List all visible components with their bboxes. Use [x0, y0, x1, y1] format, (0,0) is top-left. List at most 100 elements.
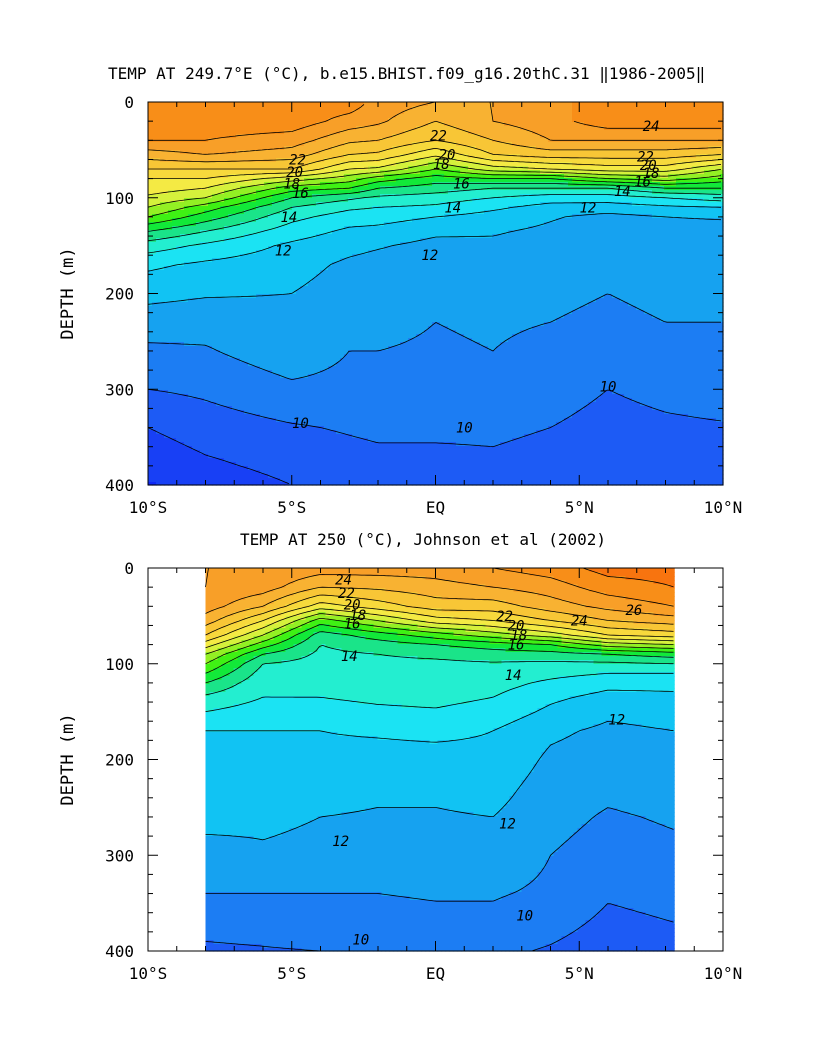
field-cell	[212, 126, 217, 131]
field-cell	[324, 350, 329, 355]
field-cell	[180, 166, 185, 171]
field-cell	[300, 470, 305, 475]
field-cell	[268, 134, 273, 139]
field-cell	[296, 246, 301, 251]
field-cell	[308, 206, 313, 211]
field-cell	[328, 370, 333, 375]
field-cell	[152, 354, 157, 359]
field-cell	[248, 126, 253, 131]
field-cell	[192, 238, 197, 243]
field-cell	[156, 214, 161, 219]
field-cell	[176, 350, 181, 355]
field-cell	[176, 102, 181, 107]
field-cell	[308, 198, 313, 203]
field-cell	[196, 158, 201, 163]
field-cell	[160, 238, 165, 243]
field-cell	[196, 302, 201, 307]
field-cell	[280, 350, 285, 355]
field-cell	[168, 422, 173, 427]
field-cell	[220, 382, 225, 387]
field-cell	[324, 142, 329, 147]
field-cell	[252, 366, 257, 371]
field-cell	[336, 262, 341, 267]
field-cell	[288, 286, 293, 291]
field-cell	[352, 106, 357, 111]
field-cell	[216, 122, 221, 127]
field-cell	[332, 226, 337, 231]
field-cell	[216, 410, 221, 415]
field-cell	[232, 394, 237, 399]
field-cell	[256, 178, 261, 183]
field-cell	[156, 458, 161, 463]
field-cell	[284, 274, 289, 279]
field-cell	[156, 398, 161, 403]
field-cell	[180, 334, 185, 339]
field-cell	[276, 242, 281, 247]
field-cell	[236, 358, 241, 363]
field-cell	[236, 278, 241, 283]
field-cell	[324, 298, 329, 303]
field-cell	[168, 306, 173, 311]
field-cell	[196, 250, 201, 255]
field-cell	[256, 234, 261, 239]
field-cell	[152, 358, 157, 363]
field-cell	[192, 162, 197, 167]
field-cell	[344, 446, 349, 451]
field-cell	[184, 478, 189, 483]
field-cell	[180, 226, 185, 231]
field-cell	[216, 114, 221, 119]
field-cell	[236, 354, 241, 359]
field-cell	[152, 118, 157, 123]
field-cell	[324, 422, 329, 427]
field-cell	[344, 162, 349, 167]
field-cell	[248, 146, 253, 151]
field-cell	[300, 102, 305, 107]
field-cell	[204, 326, 209, 331]
field-cell	[148, 174, 153, 179]
field-cell	[276, 366, 281, 371]
field-cell	[308, 114, 313, 119]
field-cell	[324, 194, 329, 199]
field-cell	[296, 214, 301, 219]
field-cell	[248, 138, 253, 143]
field-cell	[272, 106, 277, 111]
field-cell	[204, 102, 209, 107]
field-cell	[156, 142, 161, 147]
field-cell	[328, 474, 333, 479]
field-cell	[272, 166, 277, 171]
field-cell	[196, 154, 201, 159]
field-cell	[152, 278, 157, 283]
field-cell	[148, 270, 153, 275]
field-cell	[344, 414, 349, 419]
field-cell	[340, 466, 345, 471]
field-cell	[292, 190, 297, 195]
field-cell	[328, 262, 333, 267]
field-cell	[288, 274, 293, 279]
field-cell	[348, 138, 353, 143]
field-cell	[228, 202, 233, 207]
field-cell	[264, 230, 269, 235]
field-cell	[252, 242, 257, 247]
field-cell	[320, 410, 325, 415]
field-cell	[332, 130, 337, 135]
field-cell	[292, 454, 297, 459]
field-cell	[320, 222, 325, 227]
field-cell	[264, 386, 269, 391]
field-cell	[256, 342, 261, 347]
field-cell	[352, 250, 357, 255]
field-cell	[348, 170, 353, 175]
field-cell	[240, 198, 245, 203]
field-cell	[332, 250, 337, 255]
field-cell	[152, 114, 157, 119]
field-cell	[284, 430, 289, 435]
field-cell	[328, 162, 333, 167]
field-cell	[172, 226, 177, 231]
field-cell	[304, 346, 309, 351]
field-cell	[312, 410, 317, 415]
field-cell	[236, 390, 241, 395]
field-cell	[232, 278, 237, 283]
field-cell	[180, 422, 185, 427]
field-cell	[316, 130, 321, 135]
field-cell	[252, 398, 257, 403]
field-cell	[192, 110, 197, 115]
